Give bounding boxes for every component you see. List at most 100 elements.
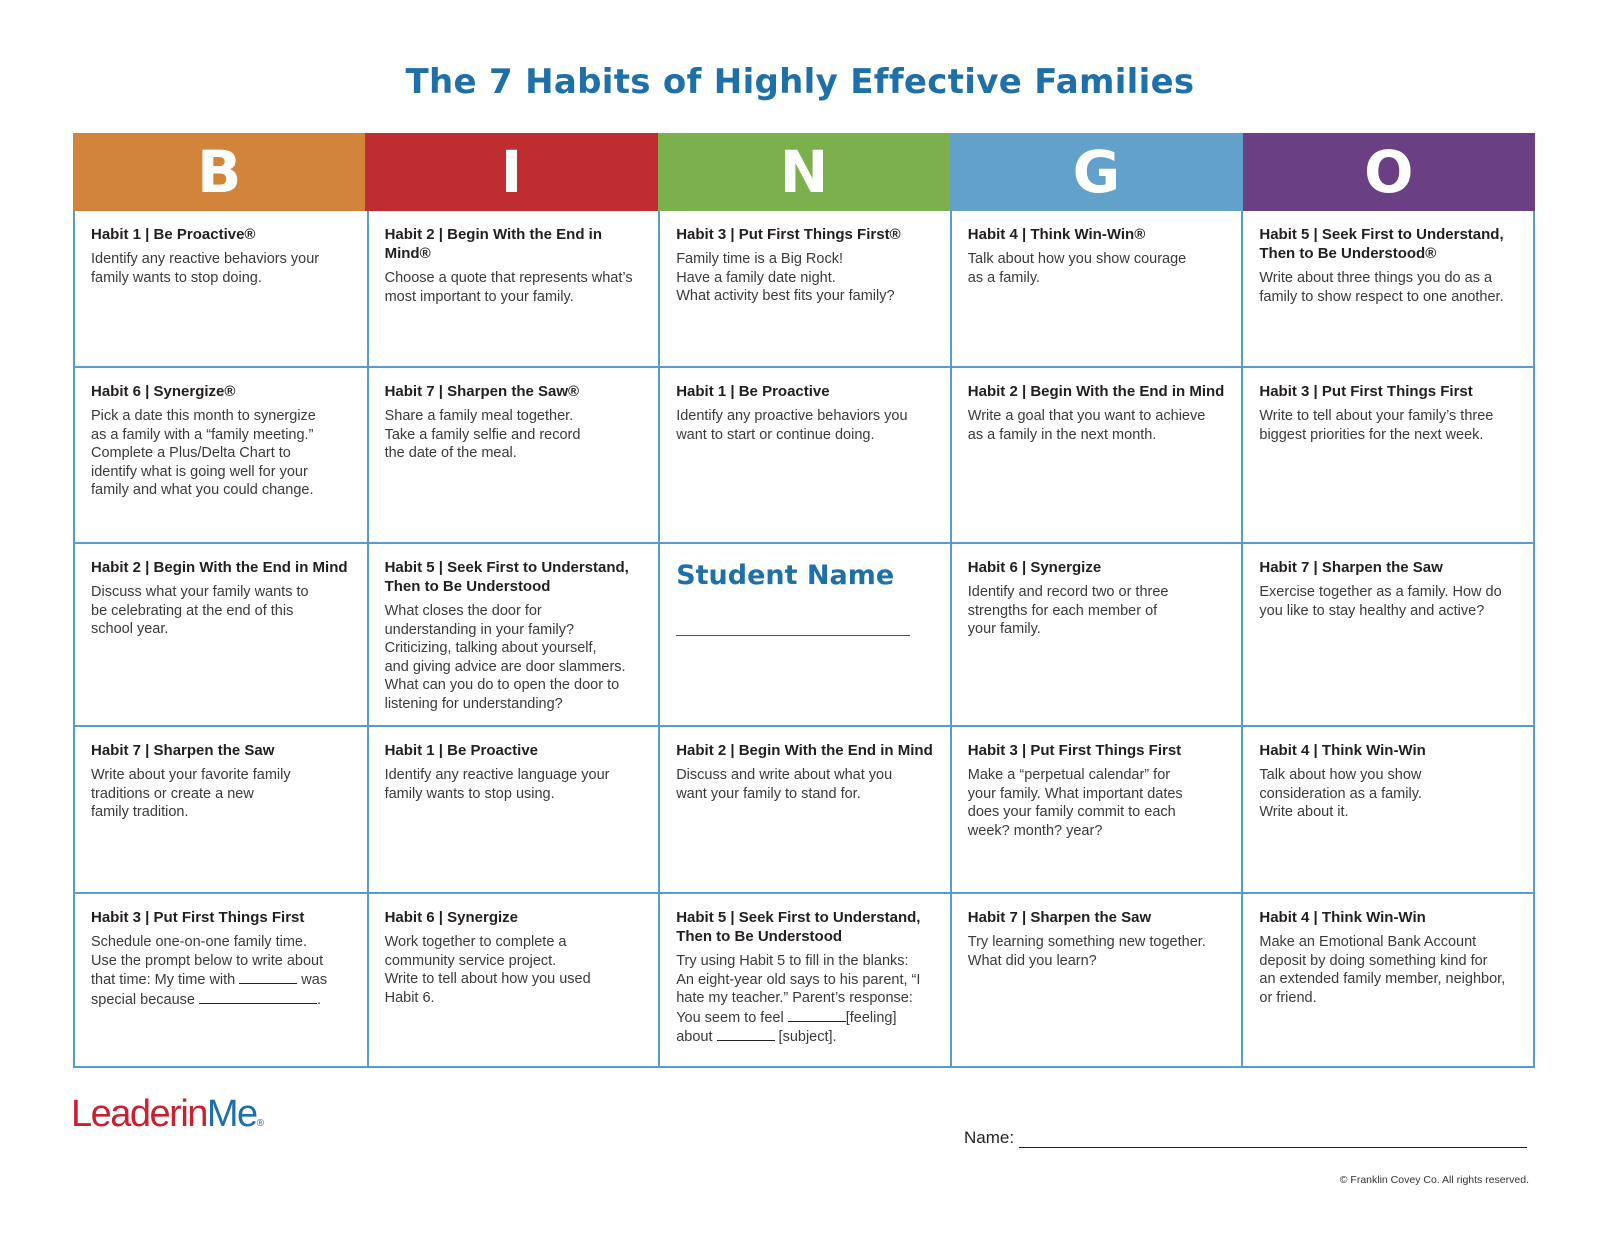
habit-title: Habit 2 | Begin With the End in Mind® [384, 226, 602, 262]
prompt-text-part: [feeling] about [676, 1009, 897, 1046]
logo-word-leader: Leader [71, 1093, 182, 1135]
habit-title: Habit 7 | Sharpen the Saw [91, 742, 275, 759]
habit-prompt: Schedule one-on-one family time. Use the… [91, 933, 353, 1009]
bingo-row: Habit 3 | Put First Things First Schedule… [75, 892, 1533, 1066]
habit-prompt: Identify and record two or three strengt… [967, 584, 1169, 638]
fill-in-blank[interactable] [199, 990, 318, 1004]
name-field: Name: [964, 1128, 1528, 1148]
habit-title: Habit 1 | Be Proactive [384, 742, 539, 759]
fill-in-blank[interactable] [716, 1027, 775, 1042]
habit-prompt: Share a family meal together. Take a fam… [384, 408, 581, 462]
habit-prompt: Work together to complete a community se… [384, 934, 591, 1006]
habit-title: Habit 5 | Seek First to Understand, Then… [676, 909, 921, 945]
habit-title: Habit 3 | Put First Things First [91, 909, 305, 926]
copyright-text: © Franklin Covey Co. All rights reserved… [1339, 1174, 1529, 1186]
bingo-square[interactable]: Habit 2 | Begin With the End in Mind Disc… [75, 544, 367, 725]
habit-prompt: Write about your favorite family traditi… [91, 767, 291, 821]
bingo-square[interactable]: Habit 5 | Seek First to Understand, Then… [366, 544, 659, 725]
student-name-line[interactable] [676, 635, 911, 636]
habit-prompt: Choose a quote that represents what’s mo… [384, 270, 633, 305]
bingo-square[interactable]: Habit 7 | Sharpen the Saw® Share a family… [366, 368, 659, 542]
column-header-o: O [1242, 133, 1535, 211]
bingo-square[interactable]: Student Name [658, 544, 950, 725]
habit-title: Habit 4 | Think Win-Win [1259, 742, 1426, 759]
habit-prompt: Talk about how you show consideration as… [1259, 767, 1422, 821]
name-blank-line[interactable] [1019, 1129, 1528, 1148]
prompt-text-part: . [317, 991, 322, 1008]
column-header-b: B [73, 133, 366, 211]
bingo-square[interactable]: Habit 7 | Sharpen the Saw Try learning so… [949, 894, 1242, 1066]
habit-title: Habit 4 | Think Win-Win® [967, 226, 1146, 243]
bingo-square[interactable]: Habit 6 | Synergize® Pick a date this mon… [75, 368, 367, 542]
page-title: The 7 Habits of Highly Effective Familie… [405, 62, 1195, 102]
habit-prompt: Try using Habit 5 to fill in the blanks:… [676, 952, 936, 1047]
habit-title: Habit 4 | Think Win-Win [1259, 909, 1426, 926]
bingo-row: Habit 7 | Sharpen the Saw Write about you… [75, 725, 1533, 892]
habit-title: Habit 1 | Be Proactive [676, 383, 830, 400]
bingo-square[interactable]: Habit 5 | Seek First to Understand, Then… [1241, 211, 1533, 366]
habit-title: Habit 5 | Seek First to Understand, Then… [384, 559, 629, 595]
habit-title: Habit 6 | Synergize® [91, 383, 236, 400]
habit-prompt: Write about three things you do as a fam… [1259, 270, 1504, 305]
habit-prompt: Discuss and write about what you want yo… [676, 767, 893, 802]
habit-prompt: Identify any proactive behaviors you wan… [676, 408, 908, 443]
bingo-square[interactable]: Habit 2 | Begin With the End in Mind Writ… [949, 368, 1242, 542]
habit-prompt: Identify any reactive behaviors your fam… [91, 251, 320, 286]
habit-title: Habit 3 | Put First Things First [967, 742, 1182, 759]
habit-prompt: Pick a date this month to synergize as a… [91, 408, 316, 499]
habit-prompt: Talk about how you show courage as a fam… [967, 251, 1187, 286]
bingo-square[interactable]: Habit 2 | Begin With the End in Mind® Cho… [366, 211, 659, 366]
habit-title: Habit 6 | Synergize [384, 909, 518, 926]
habit-prompt: Write to tell about your family’s three … [1259, 408, 1494, 443]
bingo-square[interactable]: Habit 6 | Synergize Work together to comp… [366, 894, 659, 1066]
column-header-n: N [657, 133, 951, 211]
bingo-row: Habit 2 | Begin With the End in Mind Disc… [75, 542, 1533, 725]
bingo-square[interactable]: Habit 1 | Be Proactive Identify any react… [366, 727, 659, 892]
prompt-text-part: Try using Habit 5 to fill in the blanks:… [676, 953, 921, 1026]
bingo-square[interactable]: Habit 7 | Sharpen the Saw Write about you… [75, 727, 367, 892]
habit-prompt: Family time is a Big Rock! Have a family… [676, 251, 895, 305]
bingo-square[interactable]: Habit 3 | Put First Things First® Family … [658, 211, 950, 366]
leader-in-me-logo: LeaderinMe® [71, 1094, 264, 1144]
column-header-i: I [365, 133, 658, 211]
bingo-row: Habit 6 | Synergize® Pick a date this mon… [75, 366, 1533, 542]
prompt-text-part: [subject]. [774, 1029, 837, 1046]
logo-word-in: in [180, 1093, 208, 1135]
bingo-square[interactable]: Habit 4 | Think Win-Win Make an Emotional… [1241, 894, 1533, 1066]
habit-title: Habit 6 | Synergize [967, 559, 1102, 576]
habit-prompt: Make a “perpetual calendar” for your fam… [967, 767, 1183, 839]
bingo-square[interactable]: Habit 5 | Seek First to Understand, Then… [658, 894, 950, 1066]
fill-in-blank[interactable] [787, 1008, 846, 1022]
student-name-label: Student Name [676, 560, 895, 591]
bingo-square[interactable]: Habit 4 | Think Win-Win® Talk about how y… [949, 211, 1242, 366]
bingo-square[interactable]: Habit 4 | Think Win-Win Talk about how yo… [1241, 727, 1533, 892]
bingo-square[interactable]: Habit 1 | Be Proactive® Identify any reac… [75, 211, 367, 366]
column-header-g: G [950, 133, 1243, 211]
bingo-square[interactable]: Habit 3 | Put First Things First Schedule… [75, 894, 367, 1066]
habit-title: Habit 1 | Be Proactive® [91, 226, 256, 243]
bingo-square[interactable]: Habit 3 | Put First Things First Make a “… [949, 727, 1242, 892]
habit-title: Habit 3 | Put First Things First® [676, 226, 901, 243]
prompt-text-part: Schedule one-on-one family time. Use the… [91, 934, 324, 989]
bingo-square[interactable]: Habit 7 | Sharpen the Saw Exercise togeth… [1241, 544, 1533, 725]
fill-in-blank[interactable] [239, 970, 298, 985]
habit-prompt: Identify any reactive language your fami… [384, 767, 610, 802]
habit-title: Habit 7 | Sharpen the Saw [967, 909, 1152, 926]
habit-prompt: Make an Emotional Bank Account deposit b… [1259, 934, 1506, 1006]
habit-prompt: What closes the door for understanding i… [384, 603, 626, 712]
habit-prompt: Write a goal that you want to achieve as… [967, 408, 1206, 443]
habit-title: Habit 5 | Seek First to Understand, Then… [1259, 226, 1504, 262]
habit-prompt: Try learning something new together. Wha… [967, 934, 1206, 969]
logo-word-me: Me [206, 1093, 258, 1135]
bingo-square[interactable]: Habit 6 | Synergize Identify and record t… [949, 544, 1242, 725]
habit-title: Habit 3 | Put First Things First [1259, 383, 1473, 400]
bingo-square[interactable]: Habit 1 | Be Proactive Identify any proac… [658, 368, 950, 542]
bingo-row: Habit 1 | Be Proactive® Identify any reac… [75, 211, 1533, 366]
name-label: Name: [964, 1128, 1015, 1147]
habit-title: Habit 7 | Sharpen the Saw [1259, 559, 1443, 576]
bingo-square[interactable]: Habit 3 | Put First Things First Write to… [1241, 368, 1533, 542]
prompt-text-part: was special because [91, 972, 328, 1008]
bingo-square[interactable]: Habit 2 | Begin With the End in Mind Disc… [658, 727, 950, 892]
